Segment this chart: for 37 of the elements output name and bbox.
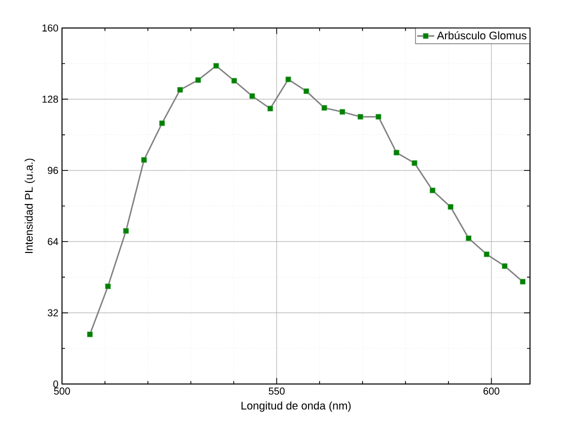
y-tick-label: 0 xyxy=(53,380,58,388)
point xyxy=(159,120,165,126)
point xyxy=(502,263,508,269)
legend-label: Arbúsculo Glomus xyxy=(436,31,526,40)
point xyxy=(448,204,454,210)
point xyxy=(195,77,201,83)
point xyxy=(249,93,256,99)
point xyxy=(304,88,310,94)
x-axis-title: Longitud de onda (nm) xyxy=(242,401,351,412)
x-tick-label: 550 xyxy=(268,388,285,395)
y-tick-label: 128 xyxy=(42,96,58,103)
point xyxy=(231,78,237,84)
y-tick-label: 64 xyxy=(48,238,58,246)
point xyxy=(520,278,526,284)
point xyxy=(340,109,346,115)
y-tick-label: 96 xyxy=(48,166,58,174)
point xyxy=(394,150,400,156)
point xyxy=(177,87,183,93)
point xyxy=(466,235,472,242)
point xyxy=(484,251,490,258)
point xyxy=(412,160,418,166)
y-axis-title: Intensidad PL (u.a.) xyxy=(24,158,35,253)
point xyxy=(358,114,364,120)
point xyxy=(376,114,382,120)
x-tick-label: 600 xyxy=(484,388,500,395)
point xyxy=(430,188,436,194)
point xyxy=(285,76,292,82)
y-tick-label: 32 xyxy=(48,309,58,316)
point xyxy=(87,332,93,338)
point xyxy=(267,106,274,112)
point xyxy=(123,228,129,234)
point xyxy=(322,105,328,111)
x-tick-label: 500 xyxy=(54,388,70,395)
point xyxy=(213,63,219,69)
point xyxy=(105,284,111,290)
y-tick-label: 160 xyxy=(42,24,58,32)
point xyxy=(141,157,147,163)
